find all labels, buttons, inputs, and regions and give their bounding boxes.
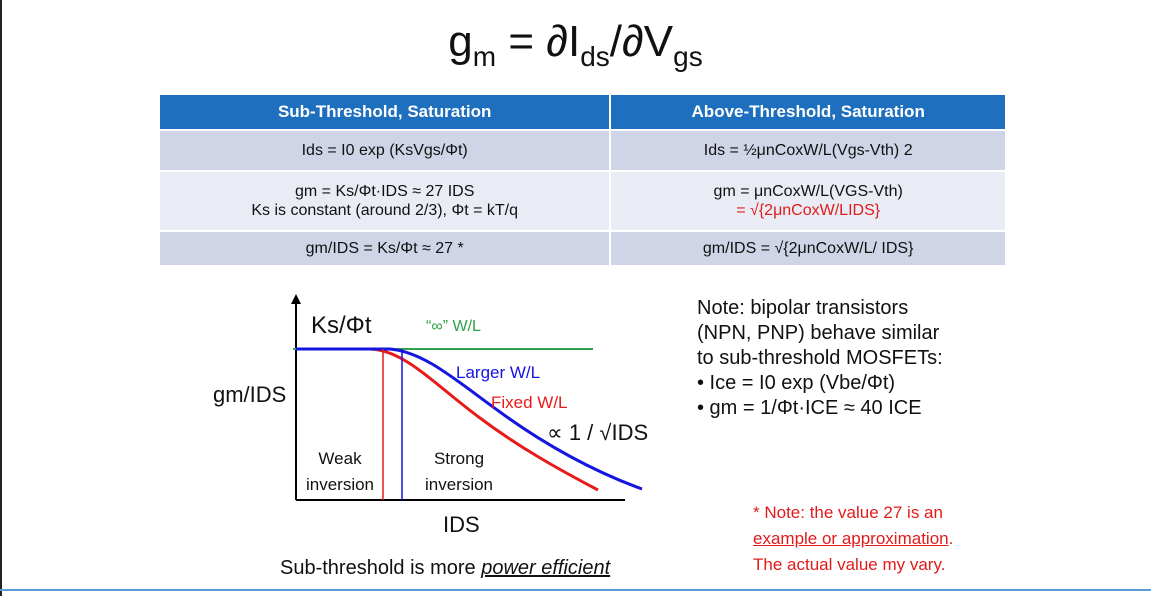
larger-wl-label: Larger W/L — [456, 363, 541, 382]
y-axis-arrow — [291, 294, 301, 304]
cell-gm-ids-sub: gm/IDS = Ks/Φt ≈ 27 * — [160, 230, 612, 265]
cell-gm-ids-above: gm/IDS = √{2μnCoxW/L/ IDS} — [610, 230, 1005, 265]
page-title: gm = ∂Ids/∂Vgs — [448, 17, 703, 72]
graph-caption: Sub-threshold is more power efficient — [280, 557, 611, 579]
header-sub-threshold: Sub-Threshold, Saturation — [160, 95, 612, 130]
table-row: gm = Ks/Φt·IDS ≈ 27 IDS Ks is constant (… — [160, 170, 1005, 231]
slide-bottom-line — [0, 589, 1151, 591]
fixed-wl-label: Fixed W/L — [491, 393, 568, 412]
gm-ids-graph — [291, 294, 643, 501]
comparison-table: Sub-Threshold, Saturation Above-Threshol… — [160, 95, 1005, 265]
weak-inversion-label: Weak inversion — [305, 449, 375, 494]
larger-wl-curve — [296, 347, 643, 491]
ks-phi-label: Ks/Φt — [311, 312, 372, 339]
table-row: Ids = I0 exp (KsVgs/Φt) Ids = ½μnCoxW/L(… — [160, 129, 1005, 171]
cell-gm-above: gm = μnCoxW/L(VGS-Vth) = √{2μnCoxW/LIDS} — [610, 170, 1005, 231]
cell-gm-sub: gm = Ks/Φt·IDS ≈ 27 IDS Ks is constant (… — [160, 170, 612, 231]
cell-ids-sub: Ids = I0 exp (KsVgs/Φt) — [160, 129, 612, 171]
y-axis-label: gm/IDS — [213, 382, 287, 407]
x-axis-label: IDS — [443, 512, 480, 537]
table-row: gm/IDS = Ks/Φt ≈ 27 * gm/IDS = √{2μnCoxW… — [160, 230, 1005, 265]
header-above-threshold: Above-Threshold, Saturation — [610, 95, 1005, 130]
cell-ids-above: Ids = ½μnCoxW/L(Vgs-Vth) 2 — [610, 129, 1005, 171]
strong-inversion-label: Strong inversion — [424, 449, 494, 494]
approximation-note: * Note: the value 27 is an example or ap… — [753, 503, 954, 574]
fixed-wl-curve — [296, 347, 599, 492]
bipolar-note: Note: bipolar transistors (NPN, PNP) beh… — [697, 297, 943, 419]
slide-left-border — [0, 0, 2, 596]
infinite-wl-label: “∞” W/L — [426, 318, 481, 335]
slope-label: ∝ 1 / √IDS — [547, 420, 649, 445]
